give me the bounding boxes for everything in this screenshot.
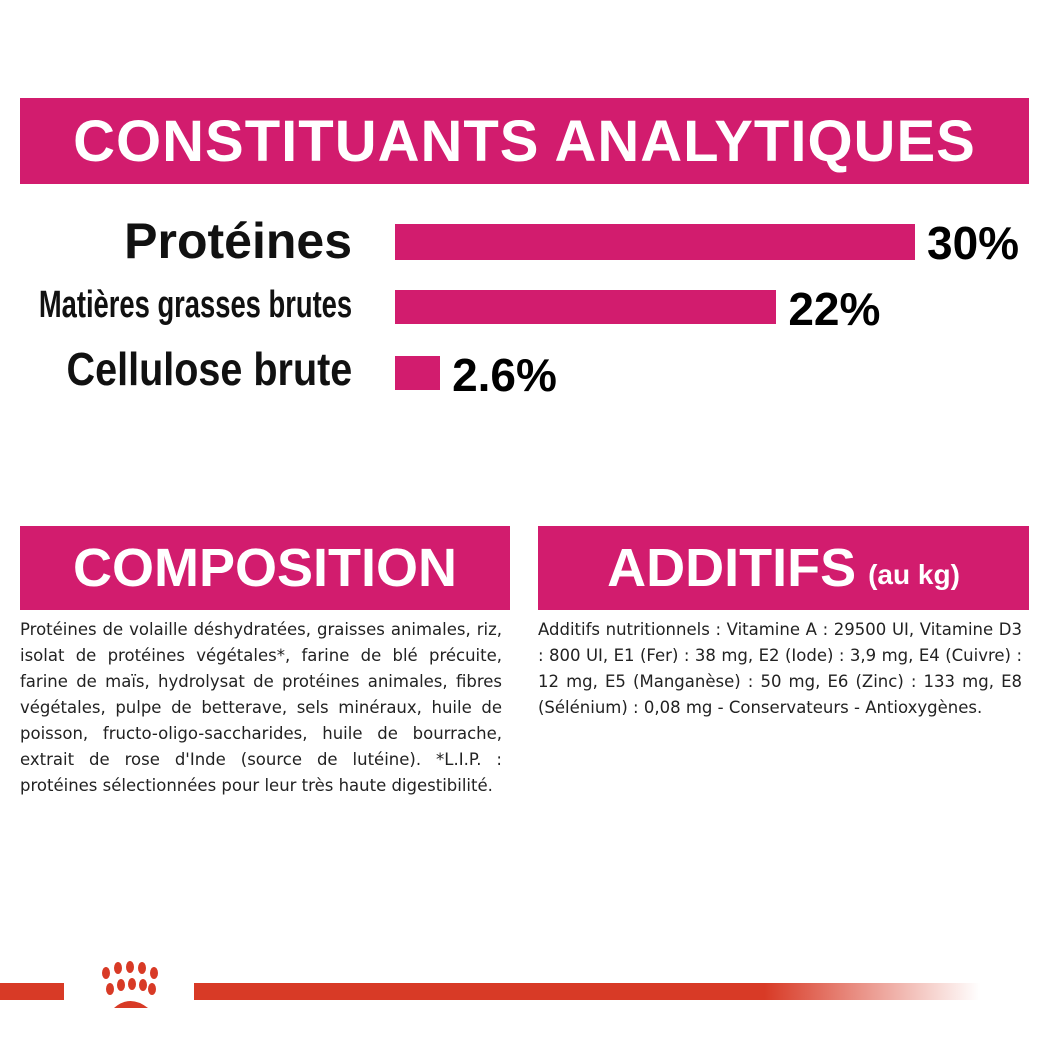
bar-value-label: 2.6% bbox=[452, 349, 557, 401]
composition-text: Protéines de volaille déshydratées, grai… bbox=[20, 620, 502, 795]
crown-logo-icon bbox=[64, 958, 194, 1008]
composition-title: COMPOSITION bbox=[72, 538, 457, 598]
bar-label: Protéines bbox=[124, 213, 352, 269]
additifs-text: Additifs nutritionnels : Vitamine A : 29… bbox=[538, 620, 1022, 717]
header-title: CONSTITUANTS ANALYTIQUES bbox=[73, 108, 976, 174]
header-banner: CONSTITUANTS ANALYTIQUES bbox=[20, 98, 1029, 184]
additifs-title: ADDITIFS bbox=[607, 538, 857, 598]
composition-banner: COMPOSITION bbox=[20, 526, 510, 610]
bar bbox=[395, 356, 441, 390]
bar-label: Cellulose brute bbox=[66, 343, 352, 395]
additifs-banner: ADDITIFS (au kg) bbox=[538, 526, 1029, 610]
bar bbox=[395, 290, 777, 324]
bar-value-label: 22% bbox=[788, 283, 881, 335]
bar-value-label: 30% bbox=[927, 217, 1020, 269]
bar-label: Matières grasses brutes bbox=[38, 284, 352, 326]
footer-line bbox=[0, 983, 980, 1000]
additifs-subtitle: (au kg) bbox=[868, 559, 960, 590]
bar bbox=[395, 224, 915, 260]
